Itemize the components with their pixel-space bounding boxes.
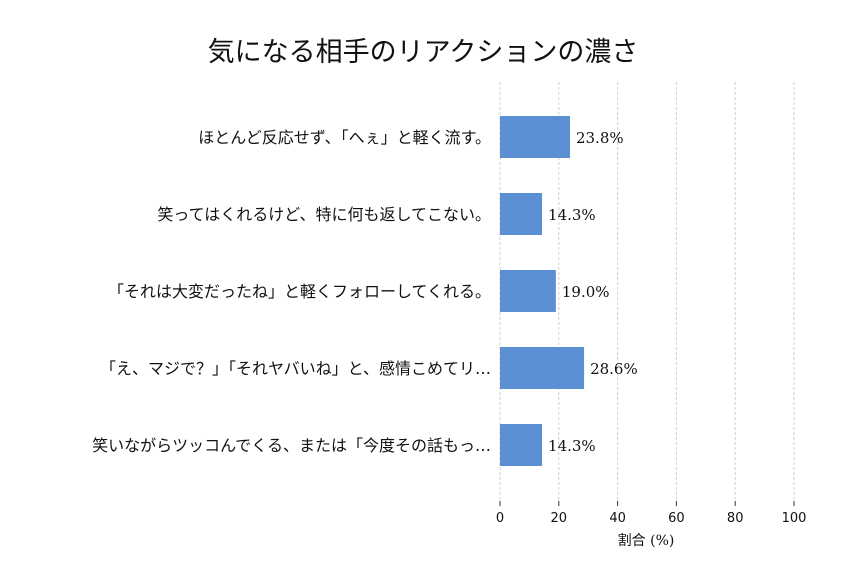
- x-tick-label: 0: [496, 511, 504, 526]
- bar: [500, 424, 543, 466]
- x-tick-label: 60: [668, 511, 685, 526]
- category-label: ほとんど反応せず、「へぇ」と軽く流す。: [198, 128, 491, 147]
- category-label: 「え、マジで？」「それヤバいね」と、感情こめてリ…: [100, 359, 491, 378]
- category-label: 笑いながらツッコんでくる、または「今度その話もっ…: [92, 436, 491, 455]
- value-label: 19.0%: [562, 283, 610, 301]
- bars: [500, 116, 585, 466]
- category-label: 「それは大変だったね」と軽くフォローしてくれる。: [108, 282, 491, 301]
- value-label: 14.3%: [548, 206, 596, 224]
- bar: [500, 193, 543, 235]
- value-label: 14.3%: [548, 437, 596, 455]
- x-axis-ticks: 0 20 40 60 80 100: [496, 501, 807, 526]
- value-label: 28.6%: [590, 360, 638, 378]
- chart-title: 気になる相手のリアクションの濃さ: [207, 37, 639, 68]
- category-label: 笑ってはくれるけど、特に何も返してこない。: [157, 205, 491, 224]
- x-tick-label: 20: [551, 511, 568, 526]
- bar: [500, 270, 556, 312]
- bar: [500, 347, 585, 389]
- x-axis-label: 割合 (%): [618, 532, 675, 549]
- value-label: 23.8%: [576, 129, 624, 147]
- x-tick-label: 100: [782, 511, 807, 526]
- labels: ほとんど反応せず、「へぇ」と軽く流す。 23.8% 笑ってはくれるけど、特に何も返し…: [92, 128, 638, 455]
- x-tick-label: 40: [609, 511, 626, 526]
- bar: [500, 116, 570, 158]
- x-tick-label: 80: [727, 511, 744, 526]
